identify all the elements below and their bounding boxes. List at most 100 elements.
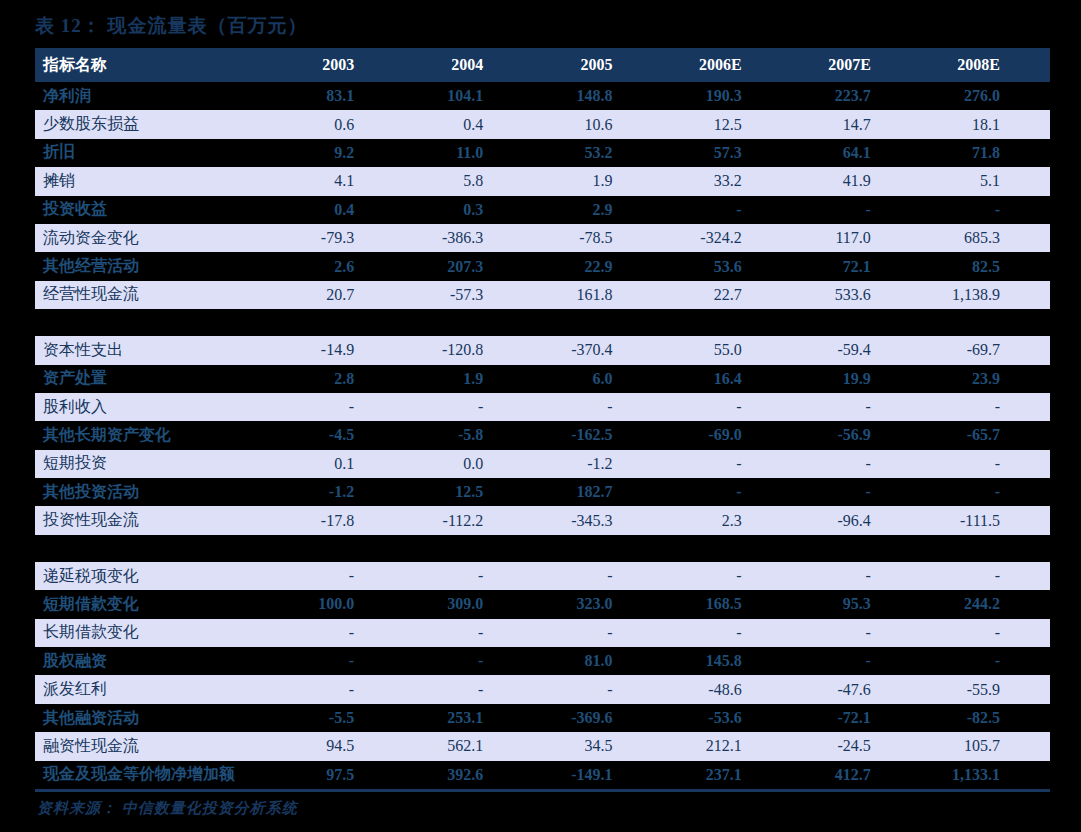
- cell-value: 2.6: [275, 258, 404, 276]
- row-label: 派发红利: [35, 679, 275, 700]
- cashflow-table: 指标名称2003200420052006E2007E2008E 净利润83.11…: [35, 48, 1050, 789]
- cell-value: -: [533, 398, 662, 416]
- cell-value: 0.1: [275, 455, 404, 473]
- row-label: 融资性现金流: [35, 736, 275, 757]
- row-label: 股权融资: [35, 651, 275, 672]
- table-row: 其他融资活动-5.5253.1-369.6-53.6-72.1-82.5: [35, 704, 1050, 732]
- row-label: 流动资金变化: [35, 228, 275, 249]
- cell-value: 0.3: [404, 201, 533, 219]
- cell-value: 412.7: [792, 766, 921, 784]
- cell-value: 22.7: [663, 286, 792, 304]
- cell-value: 212.1: [663, 737, 792, 755]
- cell-value: -55.9: [921, 681, 1050, 699]
- cell-value: -: [404, 398, 533, 416]
- cell-value: -: [663, 624, 792, 642]
- cell-value: 2.8: [275, 370, 404, 388]
- cell-value: 94.5: [275, 737, 404, 755]
- cell-value: 64.1: [792, 144, 921, 162]
- cell-value: 16.4: [663, 370, 792, 388]
- cell-value: 97.5: [275, 766, 404, 784]
- cell-value: 253.1: [404, 709, 533, 727]
- cell-value: 533.6: [792, 286, 921, 304]
- cell-value: -: [792, 483, 921, 501]
- cell-value: 53.6: [663, 258, 792, 276]
- cell-value: 2.9: [533, 201, 662, 219]
- table-row: 股权融资--81.0145.8--: [35, 647, 1050, 675]
- table-header-row: 指标名称2003200420052006E2007E2008E: [35, 48, 1050, 82]
- table-row: 资产处置2.81.96.016.419.923.9: [35, 365, 1050, 393]
- cell-value: 276.0: [921, 87, 1050, 105]
- cell-value: 12.5: [663, 116, 792, 134]
- cell-value: 71.8: [921, 144, 1050, 162]
- cell-value: -57.3: [404, 286, 533, 304]
- table-section: 净利润83.1104.1148.8190.3223.7276.0 少数股东损益 0.…: [35, 82, 1050, 309]
- cell-value: -69.7: [921, 341, 1050, 359]
- cell-value: 10.6: [533, 116, 662, 134]
- row-label: 递延税项变化: [35, 566, 275, 587]
- column-header: 2006E: [663, 56, 792, 74]
- row-label: 少数股东损益: [35, 114, 275, 135]
- column-header: 指标名称: [35, 55, 275, 76]
- cell-value: 5.8: [404, 172, 533, 190]
- cell-value: 55.0: [663, 341, 792, 359]
- cell-value: 95.3: [792, 595, 921, 613]
- cell-value: 182.7: [533, 483, 662, 501]
- column-header: 2004: [404, 56, 533, 74]
- cell-value: -5.8: [404, 426, 533, 444]
- cell-value: 22.9: [533, 258, 662, 276]
- cell-value: -5.5: [275, 709, 404, 727]
- document-area: 表 12： 现金流量表（百万元） 指标名称2003200420052006E20…: [0, 0, 1081, 818]
- cell-value: -: [921, 624, 1050, 642]
- cell-value: -: [404, 681, 533, 699]
- cell-value: 1.9: [533, 172, 662, 190]
- source-note: 资料来源： 中信数量化投资分析系统: [35, 792, 1081, 818]
- row-label: 短期投资: [35, 453, 275, 474]
- cell-value: -: [663, 567, 792, 585]
- cell-value: -: [921, 455, 1050, 473]
- row-label: 长期借款变化: [35, 622, 275, 643]
- cell-value: -: [275, 398, 404, 416]
- cell-value: 562.1: [404, 737, 533, 755]
- cell-value: 0.0: [404, 455, 533, 473]
- cell-value: -24.5: [792, 737, 921, 755]
- cell-value: -48.6: [663, 681, 792, 699]
- table-section: 递延税项变化------短期借款变化100.0309.0323.0168.595…: [35, 562, 1050, 789]
- table-row: 递延税项变化------: [35, 562, 1050, 590]
- cell-value: -47.6: [792, 681, 921, 699]
- row-label: 投资性现金流: [35, 510, 275, 531]
- cell-value: -14.9: [275, 341, 404, 359]
- cell-value: -324.2: [663, 229, 792, 247]
- table-row: 折旧9.211.053.257.364.171.8: [35, 139, 1050, 167]
- cell-value: 82.5: [921, 258, 1050, 276]
- row-label: 经营性现金流: [35, 284, 275, 305]
- cell-value: -69.0: [663, 426, 792, 444]
- cell-value: -162.5: [533, 426, 662, 444]
- cell-value: -4.5: [275, 426, 404, 444]
- row-label: 股利收入: [35, 397, 275, 418]
- cell-value: -79.3: [275, 229, 404, 247]
- cell-value: -: [792, 652, 921, 670]
- cell-value: 1.9: [404, 370, 533, 388]
- table-row: 投资性现金流-17.8-112.2-345.32.3-96.4-111.5: [35, 506, 1050, 534]
- cell-value: -: [792, 567, 921, 585]
- cell-value: -1.2: [533, 455, 662, 473]
- row-label: 其他经营活动: [35, 256, 275, 277]
- table-body: 净利润83.1104.1148.8190.3223.7276.0 少数股东损益 0.…: [35, 82, 1050, 789]
- cell-value: 9.2: [275, 144, 404, 162]
- cell-value: 161.8: [533, 286, 662, 304]
- cell-value: 53.2: [533, 144, 662, 162]
- table-row: 投资收益0.40.32.9---: [35, 196, 1050, 224]
- cell-value: 1,133.1: [921, 766, 1050, 784]
- cell-value: 33.2: [663, 172, 792, 190]
- cell-value: -78.5: [533, 229, 662, 247]
- column-header: 2003: [275, 56, 404, 74]
- row-label: 净利润: [35, 86, 275, 107]
- cell-value: 14.7: [792, 116, 921, 134]
- cell-value: 244.2: [921, 595, 1050, 613]
- cell-value: 12.5: [404, 483, 533, 501]
- cell-value: 11.0: [404, 144, 533, 162]
- table-row: 净利润83.1104.1148.8190.3223.7276.0: [35, 82, 1050, 110]
- row-label: 折旧: [35, 142, 275, 163]
- table-row: 派发红利----48.6-47.6-55.9: [35, 675, 1050, 703]
- cell-value: 100.0: [275, 595, 404, 613]
